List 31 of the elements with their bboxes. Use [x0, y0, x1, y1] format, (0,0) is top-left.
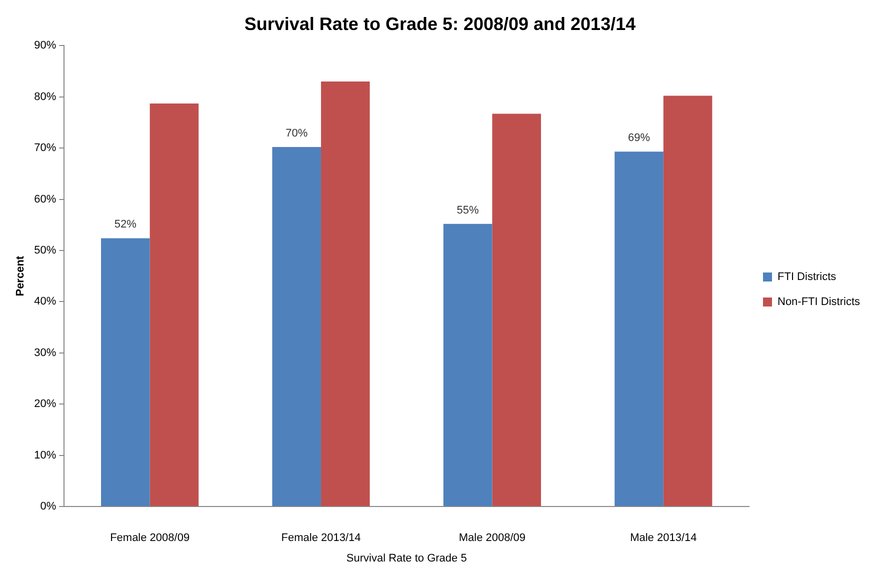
bar	[663, 96, 712, 506]
legend-label: FTI Districts	[778, 271, 837, 284]
y-tick-label: 40%	[34, 296, 56, 308]
legend-label: Non-FTI Districts	[778, 296, 860, 308]
y-tick-label: 80%	[34, 90, 56, 103]
x-tick-label: Female 2013/14	[281, 532, 361, 544]
chart-title: Survival Rate to Grade 5: 2008/09 and 2013/14	[244, 14, 636, 34]
y-tick-label: 70%	[34, 142, 56, 154]
bar	[150, 103, 199, 506]
data-label: 70%	[286, 128, 308, 140]
bar	[101, 238, 150, 506]
y-tick-label: 90%	[34, 40, 56, 52]
y-tick-label: 50%	[34, 244, 56, 257]
bar	[321, 81, 370, 506]
x-tick-label: Male 2008/09	[458, 532, 526, 544]
bar	[492, 114, 541, 506]
data-label: 52%	[114, 218, 137, 231]
bar	[614, 152, 664, 506]
data-label: 69%	[628, 132, 650, 144]
y-tick-label: 20%	[34, 398, 56, 410]
x-tick-label: Female 2008/09	[110, 532, 190, 544]
y-axis-title: Percent	[14, 256, 27, 296]
y-tick-label: 30%	[34, 346, 56, 359]
x-axis-title: Survival Rate to Grade 5	[346, 552, 467, 564]
x-tick-label: Male 2013/14	[630, 532, 697, 544]
y-tick-label: 0%	[40, 500, 56, 513]
bar	[272, 147, 322, 506]
y-tick-label: 60%	[34, 193, 56, 206]
data-label: 55%	[456, 204, 480, 216]
y-tick-label: 10%	[34, 449, 56, 462]
bar	[443, 224, 492, 506]
